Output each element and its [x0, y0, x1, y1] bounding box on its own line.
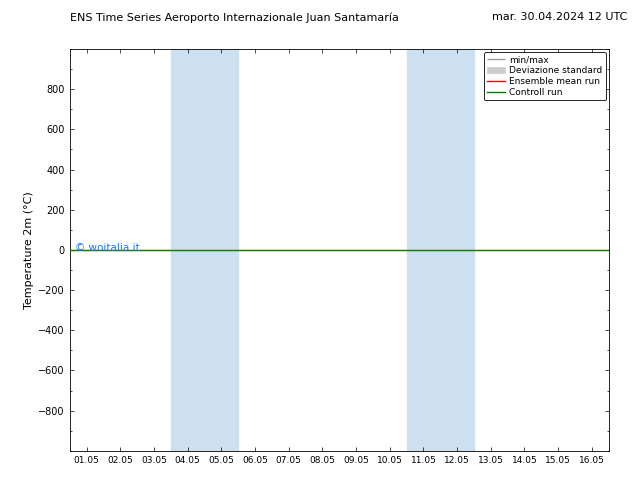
Bar — [171, 49, 238, 451]
Bar — [406, 49, 474, 451]
Text: mar. 30.04.2024 12 UTC: mar. 30.04.2024 12 UTC — [492, 12, 628, 22]
Text: ENS Time Series Aeroporto Internazionale Juan Santamaría: ENS Time Series Aeroporto Internazionale… — [70, 12, 399, 23]
Y-axis label: Temperature 2m (°C): Temperature 2m (°C) — [24, 191, 34, 309]
Text: © woitalia.it: © woitalia.it — [75, 243, 140, 253]
Legend: min/max, Deviazione standard, Ensemble mean run, Controll run: min/max, Deviazione standard, Ensemble m… — [484, 52, 606, 100]
